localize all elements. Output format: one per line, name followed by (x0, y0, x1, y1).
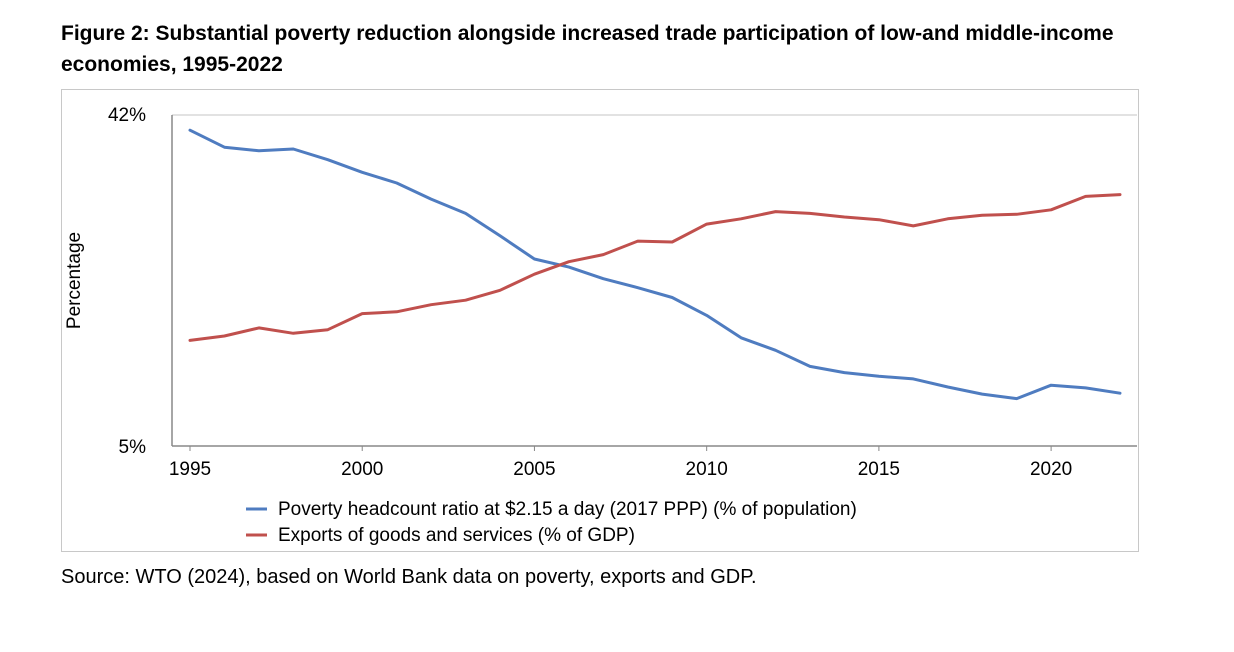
legend-item-poverty-label: Poverty headcount ratio at $2.15 a day (… (278, 499, 857, 520)
y-axis-title: Percentage (64, 232, 85, 329)
exports-series-line (188, 193, 1122, 342)
line-chart: 42% 5% Percentage 1995 2000 2005 2010 2015 2020 P… (64, 105, 1137, 546)
x-tick-label: 2015 (858, 459, 900, 480)
x-tick-label: 2010 (686, 459, 728, 480)
x-tick-label: 2020 (1030, 459, 1072, 480)
source-note: Source: WTO (2024), based on World Bank … (61, 566, 757, 588)
chart-frame: 42% 5% Percentage 1995 2000 2005 2010 2015 2020 P… (61, 89, 1139, 552)
y-tick-label: 42% (108, 105, 146, 126)
x-tick-label: 1995 (169, 459, 211, 480)
y-tick-label: 5% (119, 437, 147, 458)
poverty-series-line (188, 128, 1122, 401)
x-tick-label: 2005 (513, 459, 555, 480)
legend-item-exports-label: Exports of goods and services (% of GDP) (278, 525, 635, 546)
x-tick-label: 2000 (341, 459, 383, 480)
figure-title: Figure 2: Substantial poverty reduction … (61, 22, 1114, 76)
